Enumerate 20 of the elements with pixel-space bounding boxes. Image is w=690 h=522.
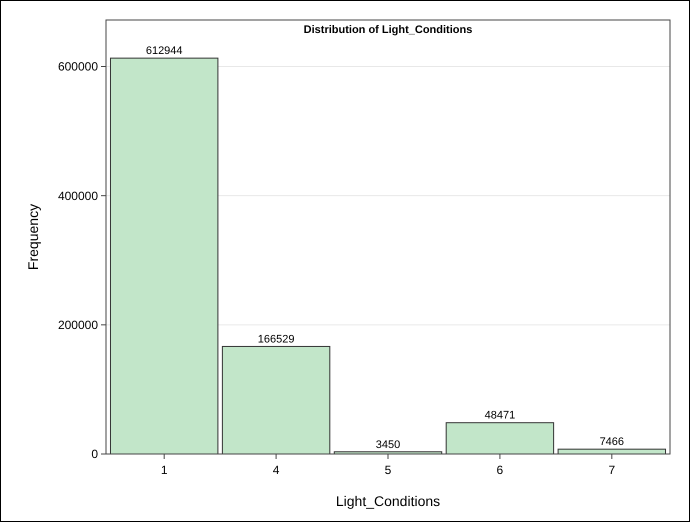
bar <box>222 346 330 454</box>
x-tick-label: 7 <box>608 463 616 477</box>
y-tick-label: 200000 <box>58 318 98 332</box>
y-axis-title: Frequency <box>25 204 41 270</box>
bar <box>110 58 218 454</box>
x-axis-title: Light_Conditions <box>336 493 440 509</box>
y-tick-label: 0 <box>91 447 98 462</box>
data-label: 7466 <box>600 436 624 448</box>
chart-title: Distribution of Light_Conditions <box>304 24 472 36</box>
bar <box>446 422 554 454</box>
x-tick-label: 4 <box>272 463 280 477</box>
y-tick-label: 600000 <box>58 60 98 74</box>
y-tick-label: 400000 <box>58 188 98 203</box>
x-tick-label: 6 <box>496 463 504 477</box>
data-label: 612944 <box>146 45 183 58</box>
x-tick-label: 5 <box>384 463 392 477</box>
data-label: 166529 <box>258 333 294 346</box>
x-tick-label: 1 <box>160 463 168 477</box>
data-label: 48471 <box>484 410 516 422</box>
data-label: 3450 <box>376 438 400 451</box>
